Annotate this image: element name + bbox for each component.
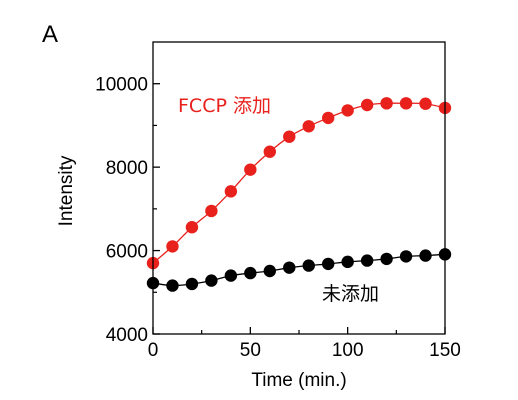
series-layer	[146, 97, 452, 292]
data-point-0	[419, 97, 432, 110]
ticks-layer: 0 50 100 150 4000 6000 8000 10000	[95, 75, 461, 361]
x-tick-label: 150	[429, 340, 461, 361]
series-label-fccp: FCCP 添加	[178, 95, 271, 117]
data-point-1	[360, 254, 374, 267]
series-label-untreated: 未添加	[322, 283, 379, 305]
data-point-0	[263, 145, 276, 158]
data-point-1	[419, 249, 432, 262]
x-tick-label: 100	[332, 340, 364, 361]
data-point-1	[302, 259, 315, 272]
y-axis-title: Intensity	[56, 155, 77, 226]
y-tick-label: 10000	[95, 75, 148, 96]
data-point-1	[380, 252, 393, 266]
data-point-0	[341, 104, 354, 117]
data-point-1	[283, 261, 296, 274]
series-line-0	[152, 102, 446, 264]
data-point-0	[244, 163, 257, 176]
series-line-1	[152, 253, 446, 287]
data-point-0	[283, 130, 296, 143]
data-point-0	[360, 98, 374, 112]
plot-frame	[152, 41, 446, 335]
data-point-1	[322, 257, 335, 271]
data-point-1	[244, 266, 257, 280]
y-tick-label: 6000	[106, 242, 148, 263]
data-point-0	[399, 97, 413, 110]
data-point-1	[185, 277, 199, 291]
data-point-0	[224, 185, 238, 198]
x-tick-label: 50	[240, 340, 261, 361]
data-point-0	[205, 204, 218, 218]
panel-label: A	[42, 21, 58, 48]
data-point-1	[399, 250, 413, 263]
y-tick-label: 8000	[106, 158, 148, 179]
data-point-1	[224, 269, 238, 282]
data-point-1	[341, 255, 354, 269]
data-point-0	[185, 221, 199, 234]
data-point-0	[166, 240, 179, 253]
data-point-1	[166, 279, 179, 292]
x-axis-title: Time (min.)	[251, 370, 346, 391]
data-point-1	[263, 264, 276, 278]
data-point-0	[302, 120, 315, 133]
data-point-1	[205, 274, 218, 287]
x-tick-label: 0	[148, 340, 159, 361]
data-point-0	[322, 111, 335, 125]
data-point-0	[380, 97, 393, 110]
y-tick-label: 4000	[106, 325, 148, 346]
